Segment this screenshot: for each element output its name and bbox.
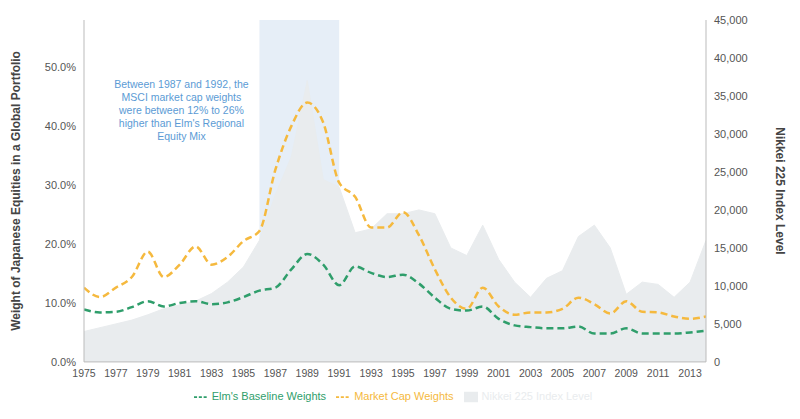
svg-text:35,000: 35,000 (714, 90, 748, 102)
svg-text:1995: 1995 (391, 367, 415, 379)
svg-text:1977: 1977 (104, 367, 128, 379)
svg-text:15,000: 15,000 (714, 242, 748, 254)
svg-text:1999: 1999 (455, 367, 479, 379)
svg-text:20,000: 20,000 (714, 204, 748, 216)
svg-text:2001: 2001 (487, 367, 511, 379)
svg-text:30.0%: 30.0% (45, 179, 76, 191)
svg-text:30,000: 30,000 (714, 128, 748, 140)
svg-text:Weight of Japanese Equities in: Weight of Japanese Equities in a Global … (9, 51, 23, 331)
svg-text:2011: 2011 (647, 367, 670, 379)
html-text:Nikkei 225 Index Level: Nikkei 225 Index Level (481, 389, 593, 402)
svg-text:10.0%: 10.0% (45, 297, 76, 309)
svg-text:1985: 1985 (232, 367, 256, 379)
svg-text:Between 1987 and 1992, theMSCI: Between 1987 and 1992, theMSCI market ca… (114, 78, 248, 142)
svg-text:1989: 1989 (296, 367, 320, 379)
svg-text:1983: 1983 (200, 367, 224, 379)
svg-text:2005: 2005 (551, 367, 575, 379)
svg-text:0: 0 (714, 356, 720, 368)
svg-text:20.0%: 20.0% (45, 238, 76, 250)
svg-text:Nikkei 225 Index Level: Nikkei 225 Index Level (773, 127, 787, 254)
html-text:Elm's Baseline Weights: Elm's Baseline Weights (211, 389, 327, 402)
svg-text:40,000: 40,000 (714, 52, 748, 64)
svg-text:1987: 1987 (264, 367, 288, 379)
svg-text:1991: 1991 (327, 367, 351, 379)
svg-text:0.0%: 0.0% (51, 356, 76, 368)
svg-text:5,000: 5,000 (714, 318, 742, 330)
svg-text:2007: 2007 (583, 367, 607, 379)
svg-text:1979: 1979 (136, 367, 160, 379)
svg-text:2009: 2009 (615, 367, 639, 379)
svg-text:45,000: 45,000 (714, 14, 748, 26)
svg-text:2013: 2013 (678, 367, 702, 379)
svg-text:40.0%: 40.0% (45, 120, 76, 132)
svg-text:1975: 1975 (72, 367, 96, 379)
html-text:Market Cap Weights: Market Cap Weights (354, 389, 454, 402)
svg-text:25,000: 25,000 (714, 166, 748, 178)
svg-text:50.0%: 50.0% (45, 61, 76, 73)
svg-text:1997: 1997 (423, 367, 447, 379)
svg-text:2003: 2003 (519, 367, 543, 379)
svg-text:1993: 1993 (359, 367, 383, 379)
svg-text:1981: 1981 (168, 367, 192, 379)
svg-text:10,000: 10,000 (714, 280, 748, 292)
